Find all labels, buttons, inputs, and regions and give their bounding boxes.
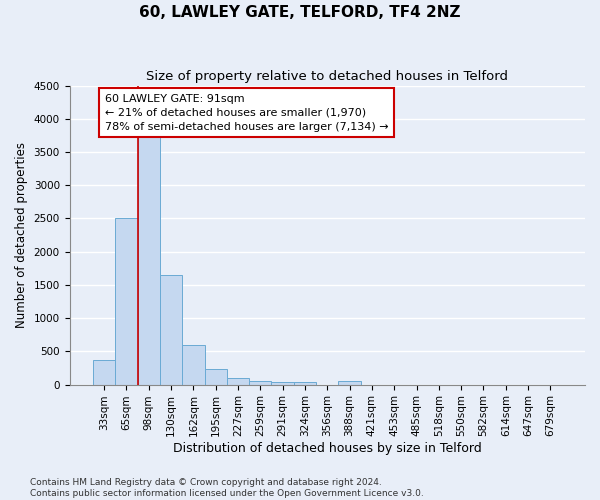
Bar — [227, 378, 249, 384]
Y-axis label: Number of detached properties: Number of detached properties — [15, 142, 28, 328]
Bar — [338, 380, 361, 384]
Bar — [294, 382, 316, 384]
Text: Contains HM Land Registry data © Crown copyright and database right 2024.
Contai: Contains HM Land Registry data © Crown c… — [30, 478, 424, 498]
Bar — [182, 346, 205, 385]
Bar — [249, 380, 271, 384]
Bar — [137, 136, 160, 384]
Bar — [205, 370, 227, 384]
Title: Size of property relative to detached houses in Telford: Size of property relative to detached ho… — [146, 70, 508, 83]
Bar — [115, 218, 137, 384]
Text: 60, LAWLEY GATE, TELFORD, TF4 2NZ: 60, LAWLEY GATE, TELFORD, TF4 2NZ — [139, 5, 461, 20]
Bar — [160, 275, 182, 384]
Bar — [271, 382, 294, 384]
X-axis label: Distribution of detached houses by size in Telford: Distribution of detached houses by size … — [173, 442, 482, 455]
Bar — [93, 360, 115, 384]
Text: 60 LAWLEY GATE: 91sqm
← 21% of detached houses are smaller (1,970)
78% of semi-d: 60 LAWLEY GATE: 91sqm ← 21% of detached … — [104, 94, 388, 132]
